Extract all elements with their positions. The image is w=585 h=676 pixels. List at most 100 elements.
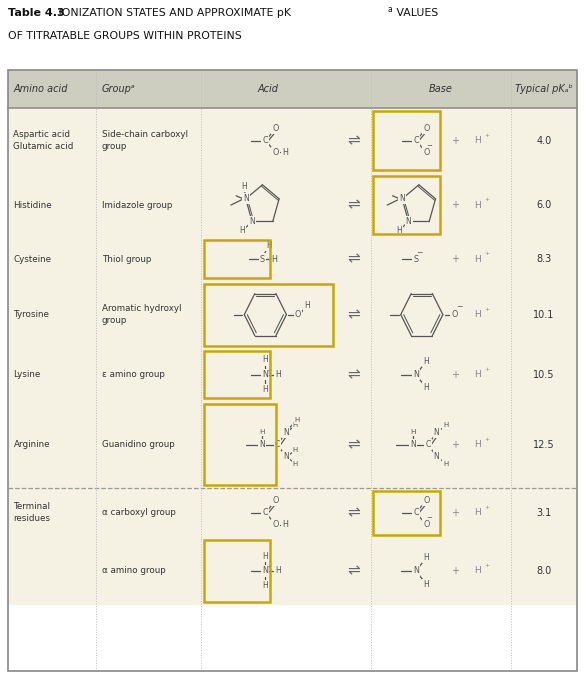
Bar <box>8 348 577 401</box>
Text: 8.3: 8.3 <box>536 254 552 264</box>
Text: +: + <box>451 200 459 210</box>
Text: +: + <box>266 368 271 373</box>
Text: N: N <box>249 217 255 226</box>
Text: +: + <box>484 197 490 202</box>
Text: H: H <box>293 422 298 428</box>
Text: H: H <box>263 581 269 590</box>
Text: −: − <box>426 143 432 149</box>
Text: Thiol group: Thiol group <box>102 255 151 264</box>
Bar <box>8 237 577 281</box>
Text: α amino group: α amino group <box>102 566 166 575</box>
Text: 4.0: 4.0 <box>536 135 552 145</box>
Text: H: H <box>276 370 281 379</box>
Text: Imidazole group: Imidazole group <box>102 201 172 210</box>
Text: Histidine: Histidine <box>13 201 52 210</box>
Text: Side-chain carboxyl
group: Side-chain carboxyl group <box>102 130 188 151</box>
Text: Arginine: Arginine <box>13 440 50 449</box>
Text: H: H <box>443 461 449 467</box>
Text: VALUES: VALUES <box>393 8 438 18</box>
Text: IONIZATION STATES AND APPROXIMATE pK: IONIZATION STATES AND APPROXIMATE pK <box>55 8 291 18</box>
Text: H: H <box>474 201 480 210</box>
Text: O: O <box>423 520 429 529</box>
Text: H: H <box>241 182 247 191</box>
Text: +: + <box>451 310 459 320</box>
Text: +: + <box>451 508 459 518</box>
Text: O: O <box>451 310 457 319</box>
Text: +: + <box>484 437 490 441</box>
Bar <box>373 111 440 170</box>
Text: a: a <box>387 5 392 14</box>
Text: +: + <box>266 564 271 569</box>
Text: N: N <box>413 370 419 379</box>
Text: O: O <box>423 148 429 157</box>
Text: +: + <box>484 307 490 312</box>
Text: Aspartic acid
Glutamic acid: Aspartic acid Glutamic acid <box>13 130 74 151</box>
Text: 12.5: 12.5 <box>534 439 555 450</box>
Text: Tyrosine: Tyrosine <box>13 310 49 319</box>
Text: Cysteine: Cysteine <box>13 255 51 264</box>
Text: N: N <box>410 440 416 449</box>
Text: ⇌: ⇌ <box>347 307 360 322</box>
Bar <box>204 351 270 398</box>
Text: Base: Base <box>429 84 453 94</box>
Text: H: H <box>240 226 245 235</box>
Text: ⇌: ⇌ <box>347 251 360 266</box>
Text: C: C <box>426 440 431 449</box>
Text: Guanidino group: Guanidino group <box>102 440 174 449</box>
Text: ⇌: ⇌ <box>347 367 360 382</box>
Text: ⇌: ⇌ <box>347 505 360 521</box>
Text: N: N <box>433 452 439 462</box>
Text: ⇌: ⇌ <box>347 197 360 212</box>
Text: H: H <box>423 553 429 562</box>
Text: N: N <box>263 566 269 575</box>
Text: Amino acid: Amino acid <box>13 84 68 94</box>
Text: H: H <box>423 357 429 366</box>
Text: +: + <box>484 505 490 510</box>
Text: H: H <box>276 566 281 575</box>
Text: OF TITRATABLE GROUPS WITHIN PROTEINS: OF TITRATABLE GROUPS WITHIN PROTEINS <box>8 31 242 41</box>
Text: H: H <box>423 383 429 392</box>
Bar <box>8 173 577 237</box>
Text: −: − <box>426 515 432 521</box>
Text: −: − <box>456 302 463 312</box>
Text: O: O <box>273 148 279 157</box>
Text: C: C <box>263 508 268 517</box>
Text: S: S <box>260 255 265 264</box>
Bar <box>373 176 440 235</box>
Bar <box>8 401 577 488</box>
Bar <box>204 540 270 602</box>
Text: O: O <box>423 124 429 133</box>
Text: 6.0: 6.0 <box>536 200 552 210</box>
Text: −: − <box>416 249 422 258</box>
Text: Aromatic hydroxyl
group: Aromatic hydroxyl group <box>102 304 181 325</box>
Text: H: H <box>423 580 429 589</box>
Text: C: C <box>275 440 280 449</box>
Bar <box>8 108 577 173</box>
Text: O: O <box>273 520 279 529</box>
Text: S: S <box>414 255 418 264</box>
Text: O: O <box>273 496 279 506</box>
Text: +: + <box>451 135 459 145</box>
Bar <box>8 70 577 671</box>
Text: H: H <box>304 301 309 310</box>
Text: N: N <box>263 370 269 379</box>
Bar <box>204 240 270 279</box>
Text: +: + <box>484 132 490 138</box>
Text: 8.0: 8.0 <box>536 566 552 576</box>
Text: H: H <box>283 148 288 157</box>
Text: O: O <box>295 310 301 319</box>
Bar <box>8 537 577 604</box>
Text: H: H <box>474 566 480 575</box>
Bar <box>204 284 333 345</box>
Text: +: + <box>451 370 459 380</box>
Text: H: H <box>295 416 300 422</box>
Text: +: + <box>484 251 490 256</box>
Text: +: + <box>484 367 490 372</box>
Text: Lysine: Lysine <box>13 370 41 379</box>
Text: Table 4.3: Table 4.3 <box>8 8 64 18</box>
Text: Groupᵃ: Groupᵃ <box>102 84 136 94</box>
Text: H: H <box>260 429 265 435</box>
Text: C: C <box>413 508 419 517</box>
Text: ⇌: ⇌ <box>347 563 360 579</box>
Text: O: O <box>273 124 279 133</box>
